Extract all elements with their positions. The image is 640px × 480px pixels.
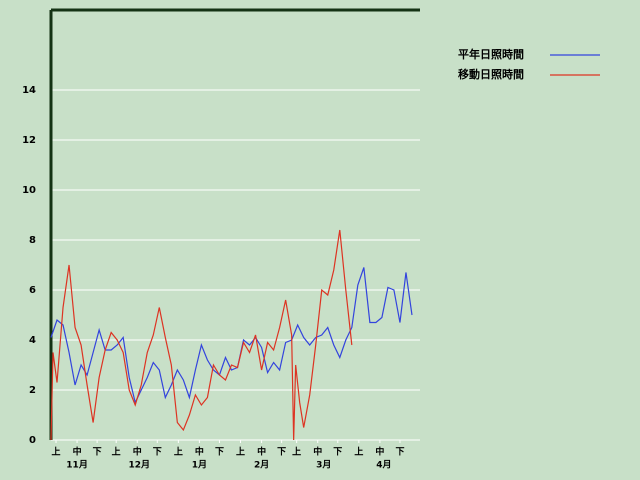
month-label: 1月 <box>192 460 207 471</box>
series-line <box>50 229 353 441</box>
x-tick-label: 中 <box>133 446 142 458</box>
x-tick-label: 上 <box>52 446 61 458</box>
legend-label: 移動日照時間 <box>458 67 524 81</box>
x-tick-label: 中 <box>257 446 266 458</box>
x-tick-label: 中 <box>195 446 204 458</box>
series-line <box>50 267 413 405</box>
x-tick-label: 上 <box>236 446 245 458</box>
y-tick-label: 0 <box>29 435 36 446</box>
month-label: 4月 <box>376 460 391 471</box>
y-tick-label: 6 <box>29 285 36 296</box>
y-tick-label: 8 <box>29 235 36 246</box>
y-tick-label: 2 <box>29 385 36 396</box>
x-tick-label: 下 <box>395 447 404 458</box>
x-tick-label: 下 <box>93 447 102 458</box>
month-label: 12月 <box>128 460 150 471</box>
x-tick-label: 下 <box>215 447 224 458</box>
x-tick-label: 上 <box>354 446 363 458</box>
month-label: 3月 <box>316 460 331 471</box>
y-tick-label: 10 <box>22 185 36 196</box>
y-tick-label: 14 <box>22 85 36 96</box>
x-tick-label: 下 <box>333 447 342 458</box>
x-tick-label: 下 <box>153 447 162 458</box>
month-label: 11月 <box>66 460 88 471</box>
y-tick-label: 12 <box>22 135 36 146</box>
legend-label: 平年日照時間 <box>458 47 524 61</box>
month-label: 2月 <box>254 460 269 471</box>
x-tick-label: 中 <box>313 446 322 458</box>
x-tick-label: 上 <box>112 446 121 458</box>
x-tick-label: 中 <box>73 446 82 458</box>
y-tick-label: 4 <box>29 335 36 346</box>
x-tick-label: 中 <box>375 446 384 458</box>
x-tick-label: 上 <box>174 446 183 458</box>
x-tick-label: 上 <box>292 446 301 458</box>
x-tick-label: 下 <box>277 447 286 458</box>
